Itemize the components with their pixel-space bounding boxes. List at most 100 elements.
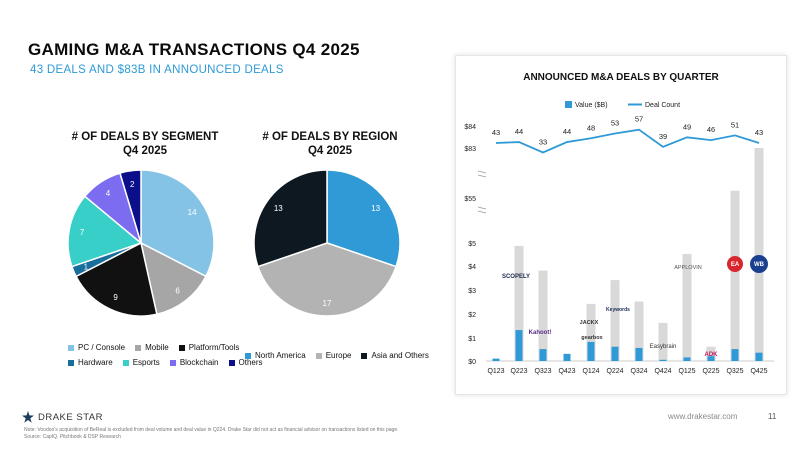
value-bar-Q423 <box>563 353 571 361</box>
region-label-0: 13 <box>371 204 380 213</box>
company-logo-jackx: JACKX <box>580 320 599 326</box>
brand-name: DRAKE STAR <box>38 411 104 423</box>
value-bar-Q323 <box>539 349 547 361</box>
total-bar-Q125 <box>682 253 692 361</box>
segment-slice-4 <box>67 195 143 268</box>
star-icon <box>22 411 34 423</box>
footer-note-line2: Source: CapIQ, Pitchbook & DSP Research <box>24 434 121 440</box>
pie1-legend: PC / Console Mobile Platform/Tools Hardw… <box>68 343 263 373</box>
page-subtitle: 43 DEALS AND $83B IN ANNOUNCED DEALS <box>30 64 284 76</box>
x-tick-label-Q225: Q225 <box>702 368 719 375</box>
pie2-title-line2: Q4 2025 <box>307 145 353 157</box>
deal-count-label-Q223: 44 <box>515 127 523 136</box>
deal-count-label-Q224: 53 <box>611 119 619 128</box>
segment-slice-6 <box>119 169 142 244</box>
footer-note: Note: Voodoo's acquisition of BeReal is … <box>24 427 399 441</box>
value-bar-Q225 <box>707 356 715 361</box>
y-tick-label-5: $5 <box>468 241 476 248</box>
x-tick-label-Q424: Q424 <box>654 368 671 375</box>
total-bar-Q325 <box>730 190 740 361</box>
deal-count-label-Q423: 44 <box>563 127 571 136</box>
segment-slice-2 <box>75 241 158 317</box>
pie1-title-line2: Q4 2025 <box>122 145 168 157</box>
region-label-1: 17 <box>323 299 332 308</box>
bar-chart-title: ANNOUNCED M&A DEALS BY QUARTER <box>523 72 719 83</box>
segment-label-4: 7 <box>80 228 85 237</box>
deal-count-label-Q324: 57 <box>635 115 643 124</box>
value-bar-Q325 <box>731 349 739 361</box>
quarterly-deals-panel: ANNOUNCED M&A DEALS BY QUARTER Value ($B… <box>455 55 787 395</box>
value-bar-Q123 <box>492 358 500 361</box>
value-bar-Q125 <box>683 357 691 361</box>
legend-item-pc-console: PC / Console <box>68 343 125 352</box>
company-logo-scopely: SCOPELY <box>502 274 530 280</box>
company-logo-gearbox: gearbox <box>581 335 603 341</box>
deal-count-label-Q323: 33 <box>539 138 547 147</box>
legend-value-label: Value ($B) <box>575 102 608 109</box>
pie2-title: # OF DEALS BY REGION Q4 2025 <box>245 130 415 158</box>
region-label-2: 13 <box>274 204 283 213</box>
deal-count-label-Q425: 43 <box>755 128 763 137</box>
footer-url: www.drakestar.com <box>668 412 738 421</box>
pie2-legend: North America Europe Asia and Others <box>245 351 429 366</box>
legend-value-swatch <box>565 101 572 108</box>
axis-break-mark-1b <box>477 210 487 214</box>
value-bar-Q124 <box>587 341 595 361</box>
company-logo-kahoot: Kahoot! <box>529 330 552 336</box>
y-tick-label-6: $55 <box>464 196 476 203</box>
x-tick-label-Q425: Q425 <box>750 368 767 375</box>
segment-slice-1 <box>139 241 207 316</box>
x-tick-label-Q223: Q223 <box>510 368 527 375</box>
legend-count-label: Deal Count <box>645 102 680 109</box>
company-logo-easybrain: Easybrain <box>650 344 677 350</box>
legend-item-mobile: Mobile <box>135 343 169 352</box>
axis-break-mark-0b <box>477 174 487 178</box>
page-title: GAMING M&A TRANSACTIONS Q4 2025 <box>28 40 360 59</box>
y-tick-label-3: $3 <box>468 288 476 295</box>
deal-count-label-Q325: 51 <box>731 120 739 129</box>
page-number: 11 <box>768 412 777 421</box>
segment-label-5: 4 <box>106 189 111 198</box>
total-bar-Q424 <box>658 322 668 361</box>
value-bar-Q223 <box>515 330 523 361</box>
legend-item-blockchain: Blockchain <box>169 358 219 367</box>
x-tick-label-Q325: Q325 <box>726 368 743 375</box>
wb-logo-circle <box>750 255 768 273</box>
x-tick-label-Q125: Q125 <box>678 368 695 375</box>
y-tick-label-7: $83 <box>464 146 476 153</box>
x-tick-label-Q423: Q423 <box>558 368 575 375</box>
deal-count-label-Q125: 49 <box>683 122 691 131</box>
deal-count-line <box>495 128 760 154</box>
legend-item-hardware: Hardware <box>68 358 113 367</box>
footer-note-line1: Note: Voodoo's acquisition of BeReal is … <box>24 427 399 433</box>
region-slice-0 <box>326 169 401 268</box>
segment-label-1: 6 <box>175 286 180 295</box>
axis-break-mark-1a <box>477 206 487 210</box>
company-logo-adk: ADK <box>705 352 719 358</box>
segment-label-0: 14 <box>188 208 197 217</box>
company-logo-keywords: Keywords <box>606 307 630 313</box>
x-tick-label-Q323: Q323 <box>534 368 551 375</box>
company-logo-ea: EA <box>731 262 740 268</box>
company-logo-applovin: APPLOVIN <box>674 265 702 271</box>
value-bar-Q424 <box>659 359 667 361</box>
segment-label-2: 9 <box>113 293 118 302</box>
total-bar-Q225 <box>706 346 716 361</box>
x-tick-label-Q123: Q123 <box>487 368 504 375</box>
total-bar-Q324 <box>634 301 644 361</box>
deal-count-label-Q225: 46 <box>707 125 715 134</box>
deal-count-label-Q123: 43 <box>492 128 500 137</box>
total-bar-Q425 <box>754 148 764 361</box>
segment-label-3: 1 <box>84 262 89 271</box>
legend-item-others: Others <box>228 358 263 367</box>
y-tick-label-4: $4 <box>468 264 476 271</box>
region-slice-1 <box>256 242 398 317</box>
ea-logo-circle <box>727 256 743 272</box>
legend-item-platform-tools: Platform/Tools <box>178 343 239 352</box>
legend-item-asia-others: Asia and Others <box>361 351 429 360</box>
total-bar-Q323 <box>538 270 548 361</box>
deal-count-label-Q124: 48 <box>587 123 595 132</box>
value-bar-Q224 <box>611 346 619 361</box>
y-tick-label-8: $84 <box>464 124 476 131</box>
